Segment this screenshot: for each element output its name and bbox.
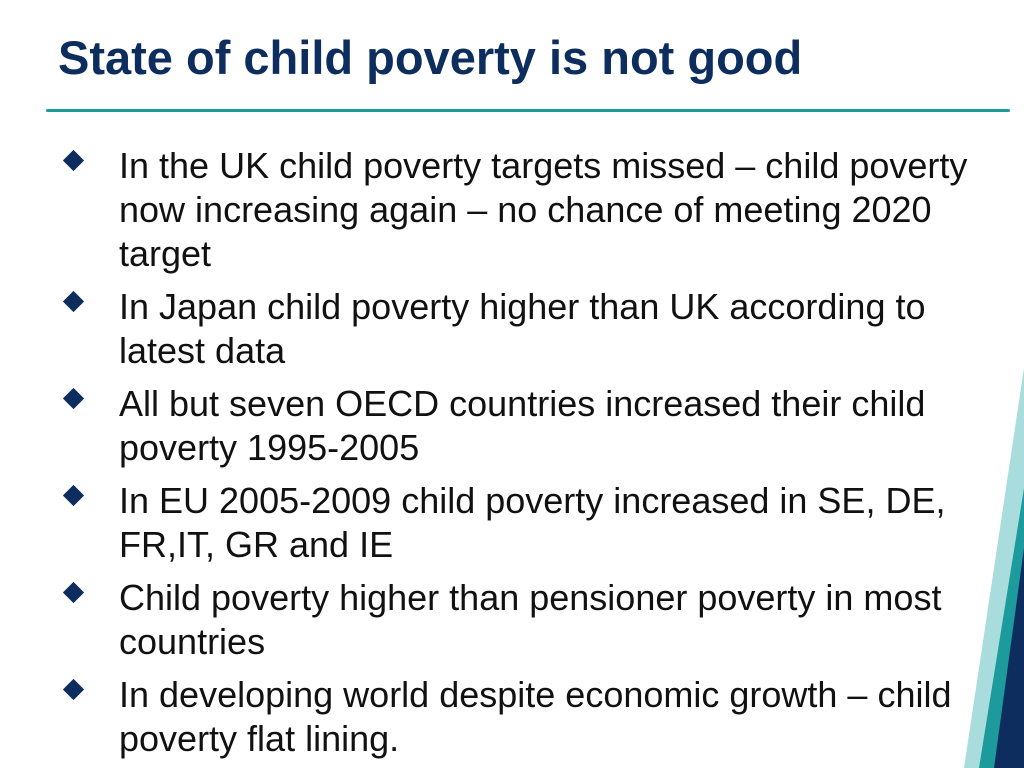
diamond-bullet-icon [62,149,85,172]
title-divider [46,109,1010,112]
diamond-bullet-icon [62,678,85,701]
bullet-text: In Japan child poverty higher than UK ac… [119,286,926,371]
diamond-bullet-icon [62,387,85,410]
bullet-text: In the UK child poverty targets missed –… [119,145,968,274]
diamond-bullet-icon [62,484,85,507]
corner-dark-wedge [994,548,1024,768]
diamond-bullet-icon [62,290,85,313]
bullet-text: Child poverty higher than pensioner pove… [119,577,942,662]
bullet-text: In EU 2005-2009 child poverty increased … [119,480,946,565]
bullet-text: In developing world despite economic gro… [119,674,952,759]
corner-decoration [964,368,1024,768]
diamond-bullet-icon [62,581,85,604]
bullet-text: All but seven OECD countries increased t… [119,383,926,468]
slide-title: State of child poverty is not good [58,31,803,84]
